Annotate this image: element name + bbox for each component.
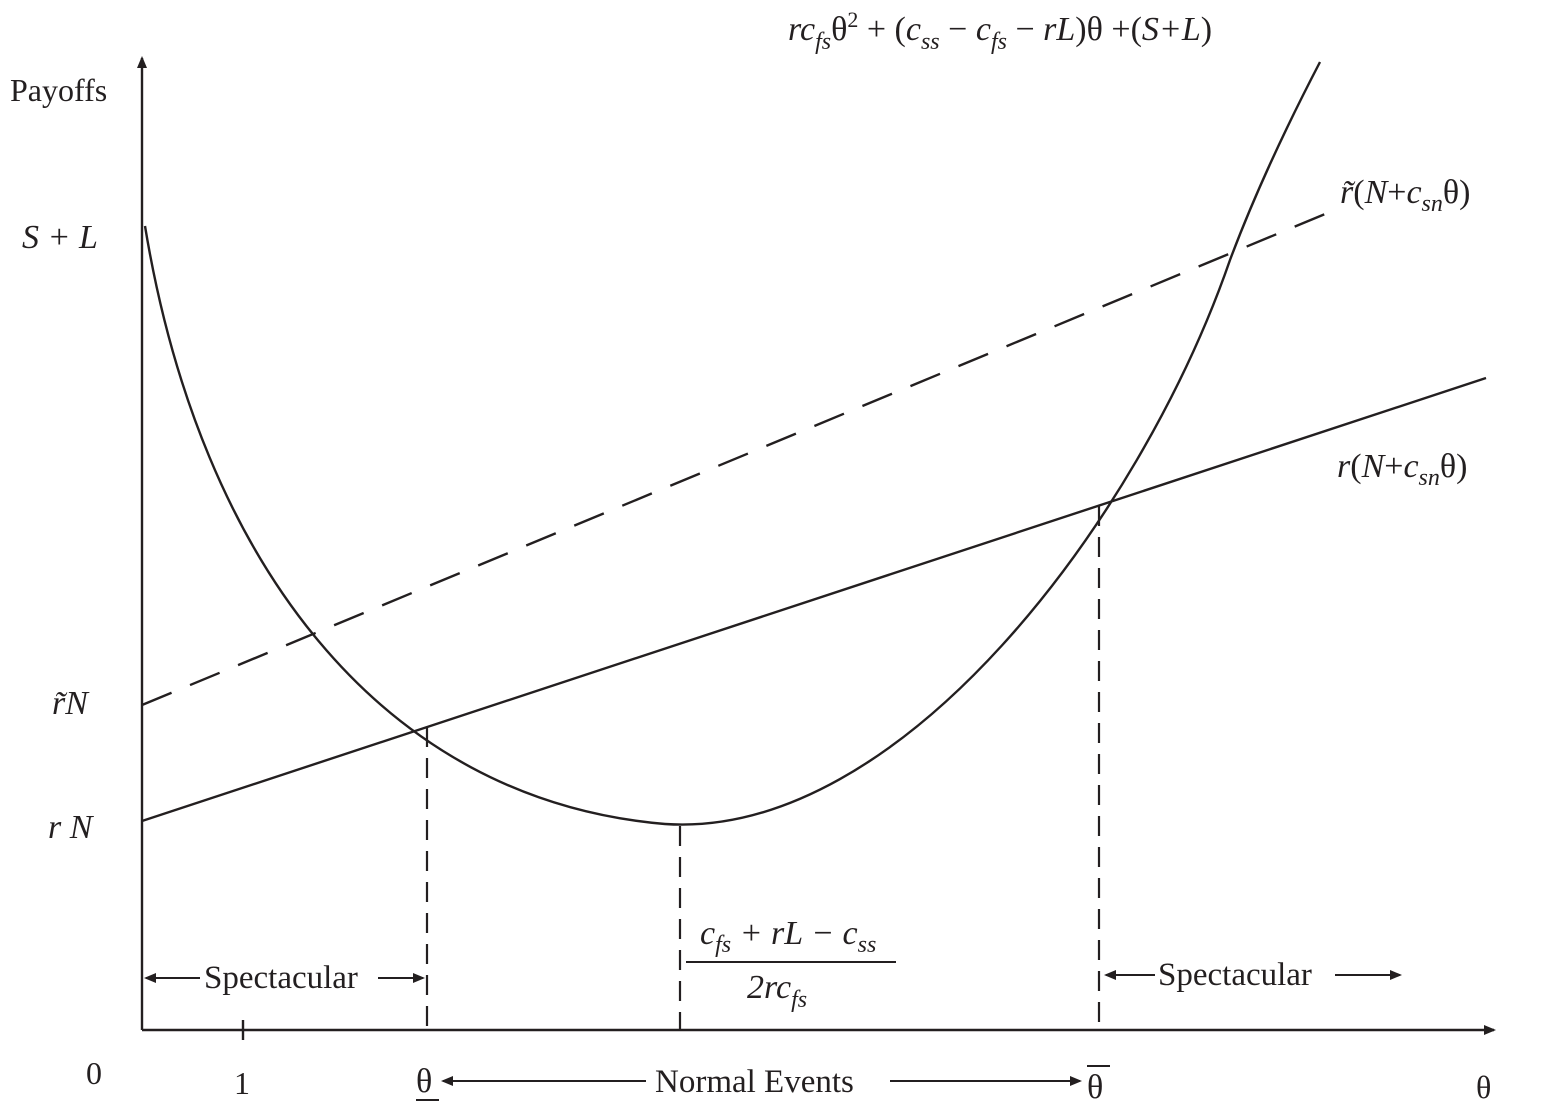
minimum-denominator: 2rcfs (747, 969, 807, 1013)
dashed-payoff-line (141, 205, 1343, 707)
theta-low-label: θ (416, 1063, 432, 1100)
normal-events-label: Normal Events (655, 1064, 854, 1100)
y-tick-s-plus-l: S + L (22, 219, 98, 256)
right-spectacular-label: Spectacular (1158, 957, 1312, 993)
y-tick-r-tilde-n: r̃N (52, 685, 90, 722)
solid-payoff-line (141, 376, 1487, 823)
solid-line-label: r(N+csnθ) (1337, 448, 1468, 491)
quadratic-payoff-curve (143, 61, 1322, 826)
left-spectacular-label: Spectacular (204, 960, 358, 996)
dashed-line-label: r̃(N+csnθ) (1340, 174, 1471, 217)
y-axis-label: Payoffs (10, 72, 107, 108)
x-tick-one-label: 1 (234, 1065, 250, 1101)
y-tick-r-n: r N (48, 809, 95, 846)
x-axis-label: θ (1476, 1069, 1491, 1105)
theta-high-label: θ (1087, 1069, 1103, 1106)
minimum-numerator: cfs + rL − css (700, 915, 876, 958)
origin-label: 0 (86, 1055, 102, 1091)
quadratic-curve-label: rcfsθ2 + (css − cfs − rL)θ +(S+L) (788, 7, 1212, 55)
